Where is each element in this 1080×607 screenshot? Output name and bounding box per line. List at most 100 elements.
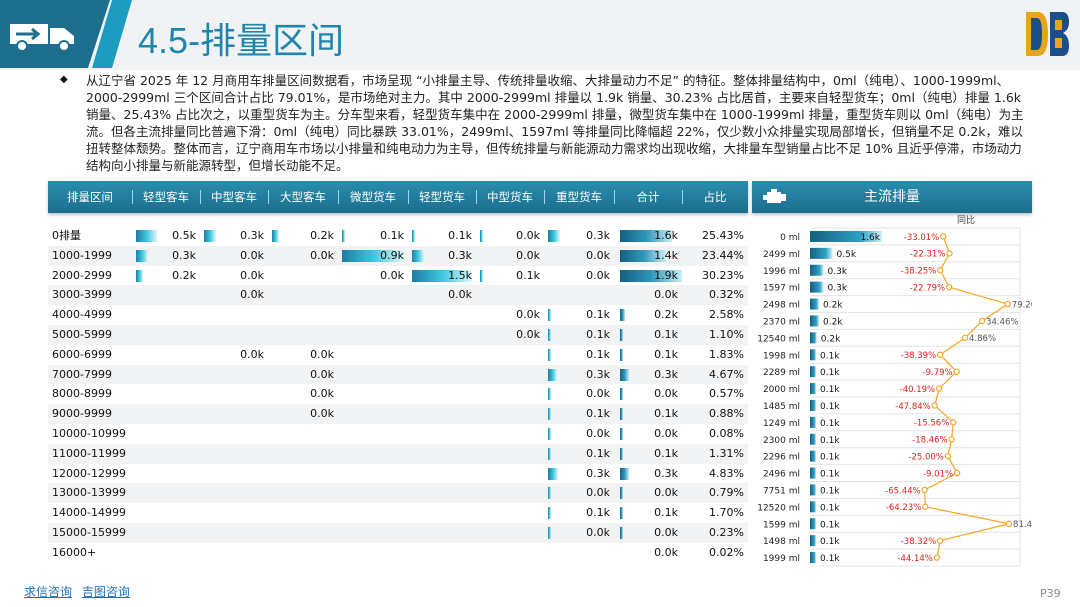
table-row: 3000-3999 0.0k 0.0k 0.0k 0.32% [48,285,748,306]
category-label: 2300 ml [763,436,800,446]
yoy-point [978,317,986,325]
value-bar [620,348,624,361]
chart-bar [810,467,816,479]
cell-value: 0.0k [586,387,610,401]
value-bar [620,428,623,440]
bar-value-label: 0.1k [820,503,840,513]
row-label: 15000-15999 [52,526,126,539]
value-bar [548,447,551,460]
cell-value: 0.3k [654,367,678,381]
header-divider [476,190,477,204]
displacement-chart: 同比 0 ml 1.6k 2499 ml 0.5k 1996 ml 0.3k 1597 ml 0… [757,214,1032,567]
category-label: 1597 ml [763,284,800,294]
chart-bar [810,247,833,259]
page-title: 4.5-排量区间 [138,20,345,61]
header-divider [132,190,133,204]
table-header-cell: 重型货车 [556,190,602,204]
yoy-label: -65.44% [885,486,920,496]
bar-value-label: 0.1k [820,402,840,412]
yoy-point [950,419,957,426]
yoy-label: -38.39% [901,351,936,361]
table-row: 9000-9999 0.0k 0.1k 0.1k 0.88% [48,404,748,424]
value-bar [412,230,415,242]
header-divider [408,190,409,204]
table-header-cell: 微型货车 [350,190,396,204]
bar-value-label: 0.1k [820,385,840,395]
cell-value: 0.1k [448,229,472,242]
table-row: 12000-12999 0.3k 0.3k 4.83% [48,464,748,484]
table-row: 11000-11999 0.1k 0.1k 1.31% [48,443,748,464]
footer-link-qiuxin[interactable]: 求信咨询 [24,585,73,599]
cell-value: 0.1k [654,446,678,460]
row-label: 4000-4999 [52,308,112,322]
category-label: 2000 ml [763,385,800,395]
chart-bar [810,281,824,293]
engine-icon [763,189,786,203]
row-label: 12000-12999 [52,466,126,480]
row-label: 1000-1999 [52,248,112,262]
yoy-point [1005,520,1013,527]
bar-value-label: 0.2k [821,334,841,344]
summary-paragraph: 从辽宁省 2025 年 12 月商用车排量区间数据看，市场呈现 “小排量主导、传… [58,72,1026,174]
bar-value-label: 0.1k [820,520,840,530]
yoy-point [940,233,947,240]
value-bar [412,249,424,262]
chart-bar [810,501,816,513]
cell-value: 0.3k [172,248,196,262]
value-bar [620,507,624,520]
table-row: 15000-15999 0.0k 0.0k 0.23% [48,523,748,543]
category-label: 7751 ml [763,486,800,496]
row-share: 1.10% [709,328,744,341]
cell-value: 0.3k [448,248,472,262]
table-header-cell: 中型客车 [211,190,257,204]
yoy-label: -9.79% [923,368,953,378]
chart-bar [810,332,817,344]
bar-value-label: 0.3k [828,284,848,294]
chart-bar [810,349,816,361]
cell-value: 0.1k [654,347,678,361]
bar-value-label: 0.5k [837,250,857,260]
row-share: 0.57% [709,387,744,401]
cell-value: 0.0k [516,328,540,341]
category-label: 2296 ml [763,453,800,463]
legend-label: 同比 [957,214,975,226]
chart-bar [810,450,816,462]
cell-value: 0.0k [310,387,334,401]
cell-value: 0.0k [310,367,334,381]
category-label: 2496 ml [763,470,800,480]
yoy-point [933,554,941,561]
category-label: 2499 ml [763,250,800,260]
table-row: 4000-4999 0.0k 0.1k 0.2k 2.58% [48,305,748,325]
yoy-label: 79.20% [1012,300,1032,310]
category-label: 2289 ml [763,368,800,378]
value-bar [548,428,551,440]
row-label: 13000-13999 [52,486,126,500]
cell-value: 0.1k [586,506,610,520]
row-share: 0.88% [709,407,744,421]
cell-value: 0.1k [654,328,678,341]
table-row: 13000-13999 0.0k 0.0k 0.79% [48,483,748,504]
row-label: 8000-8999 [52,387,112,401]
row-share: 2.58% [709,308,744,322]
cell-value: 0.0k [380,268,404,282]
row-label: 6000-6999 [52,347,112,361]
cell-value: 0.1k [380,229,404,242]
category-label: 1599 ml [763,520,800,530]
yoy-label: -44.14% [897,554,932,564]
row-label: 0排量 [52,229,81,242]
cell-value: 0.0k [586,248,610,262]
cell-value: 0.1k [586,347,610,361]
value-bar [620,329,623,341]
value-bar [620,368,629,381]
yoy-point [1004,300,1011,308]
bullet-icon: ◆ [60,74,68,85]
footer-link-jitu[interactable]: 吉图咨询 [81,585,130,599]
cell-value: 0.9k [380,248,404,262]
cell-value: 0.3k [240,229,264,242]
yoy-label: 34.46% [986,317,1018,327]
bar-value-label: 0.1k [820,470,840,480]
bar-value-label: 0.1k [820,554,840,564]
yoy-point [937,267,944,274]
cell-value: 0.0k [586,427,610,440]
cell-value: 0.2k [172,268,196,282]
